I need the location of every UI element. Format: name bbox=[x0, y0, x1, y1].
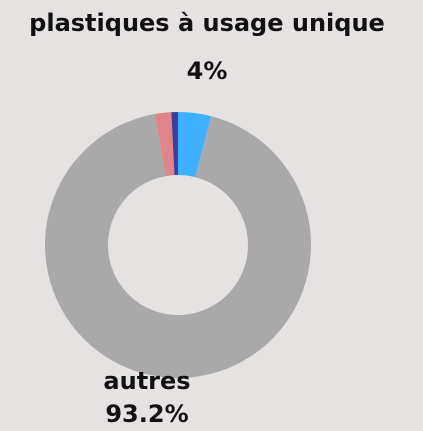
value-label: 93.2% bbox=[105, 400, 188, 428]
value-label: 4% bbox=[187, 57, 228, 85]
category-label: plastiques à usage unique bbox=[29, 9, 385, 37]
donut-segment bbox=[44, 114, 311, 378]
donut-segment bbox=[154, 112, 175, 177]
donut-segment bbox=[178, 112, 212, 178]
category-label: autres bbox=[103, 367, 190, 395]
donut-segment bbox=[171, 112, 178, 176]
